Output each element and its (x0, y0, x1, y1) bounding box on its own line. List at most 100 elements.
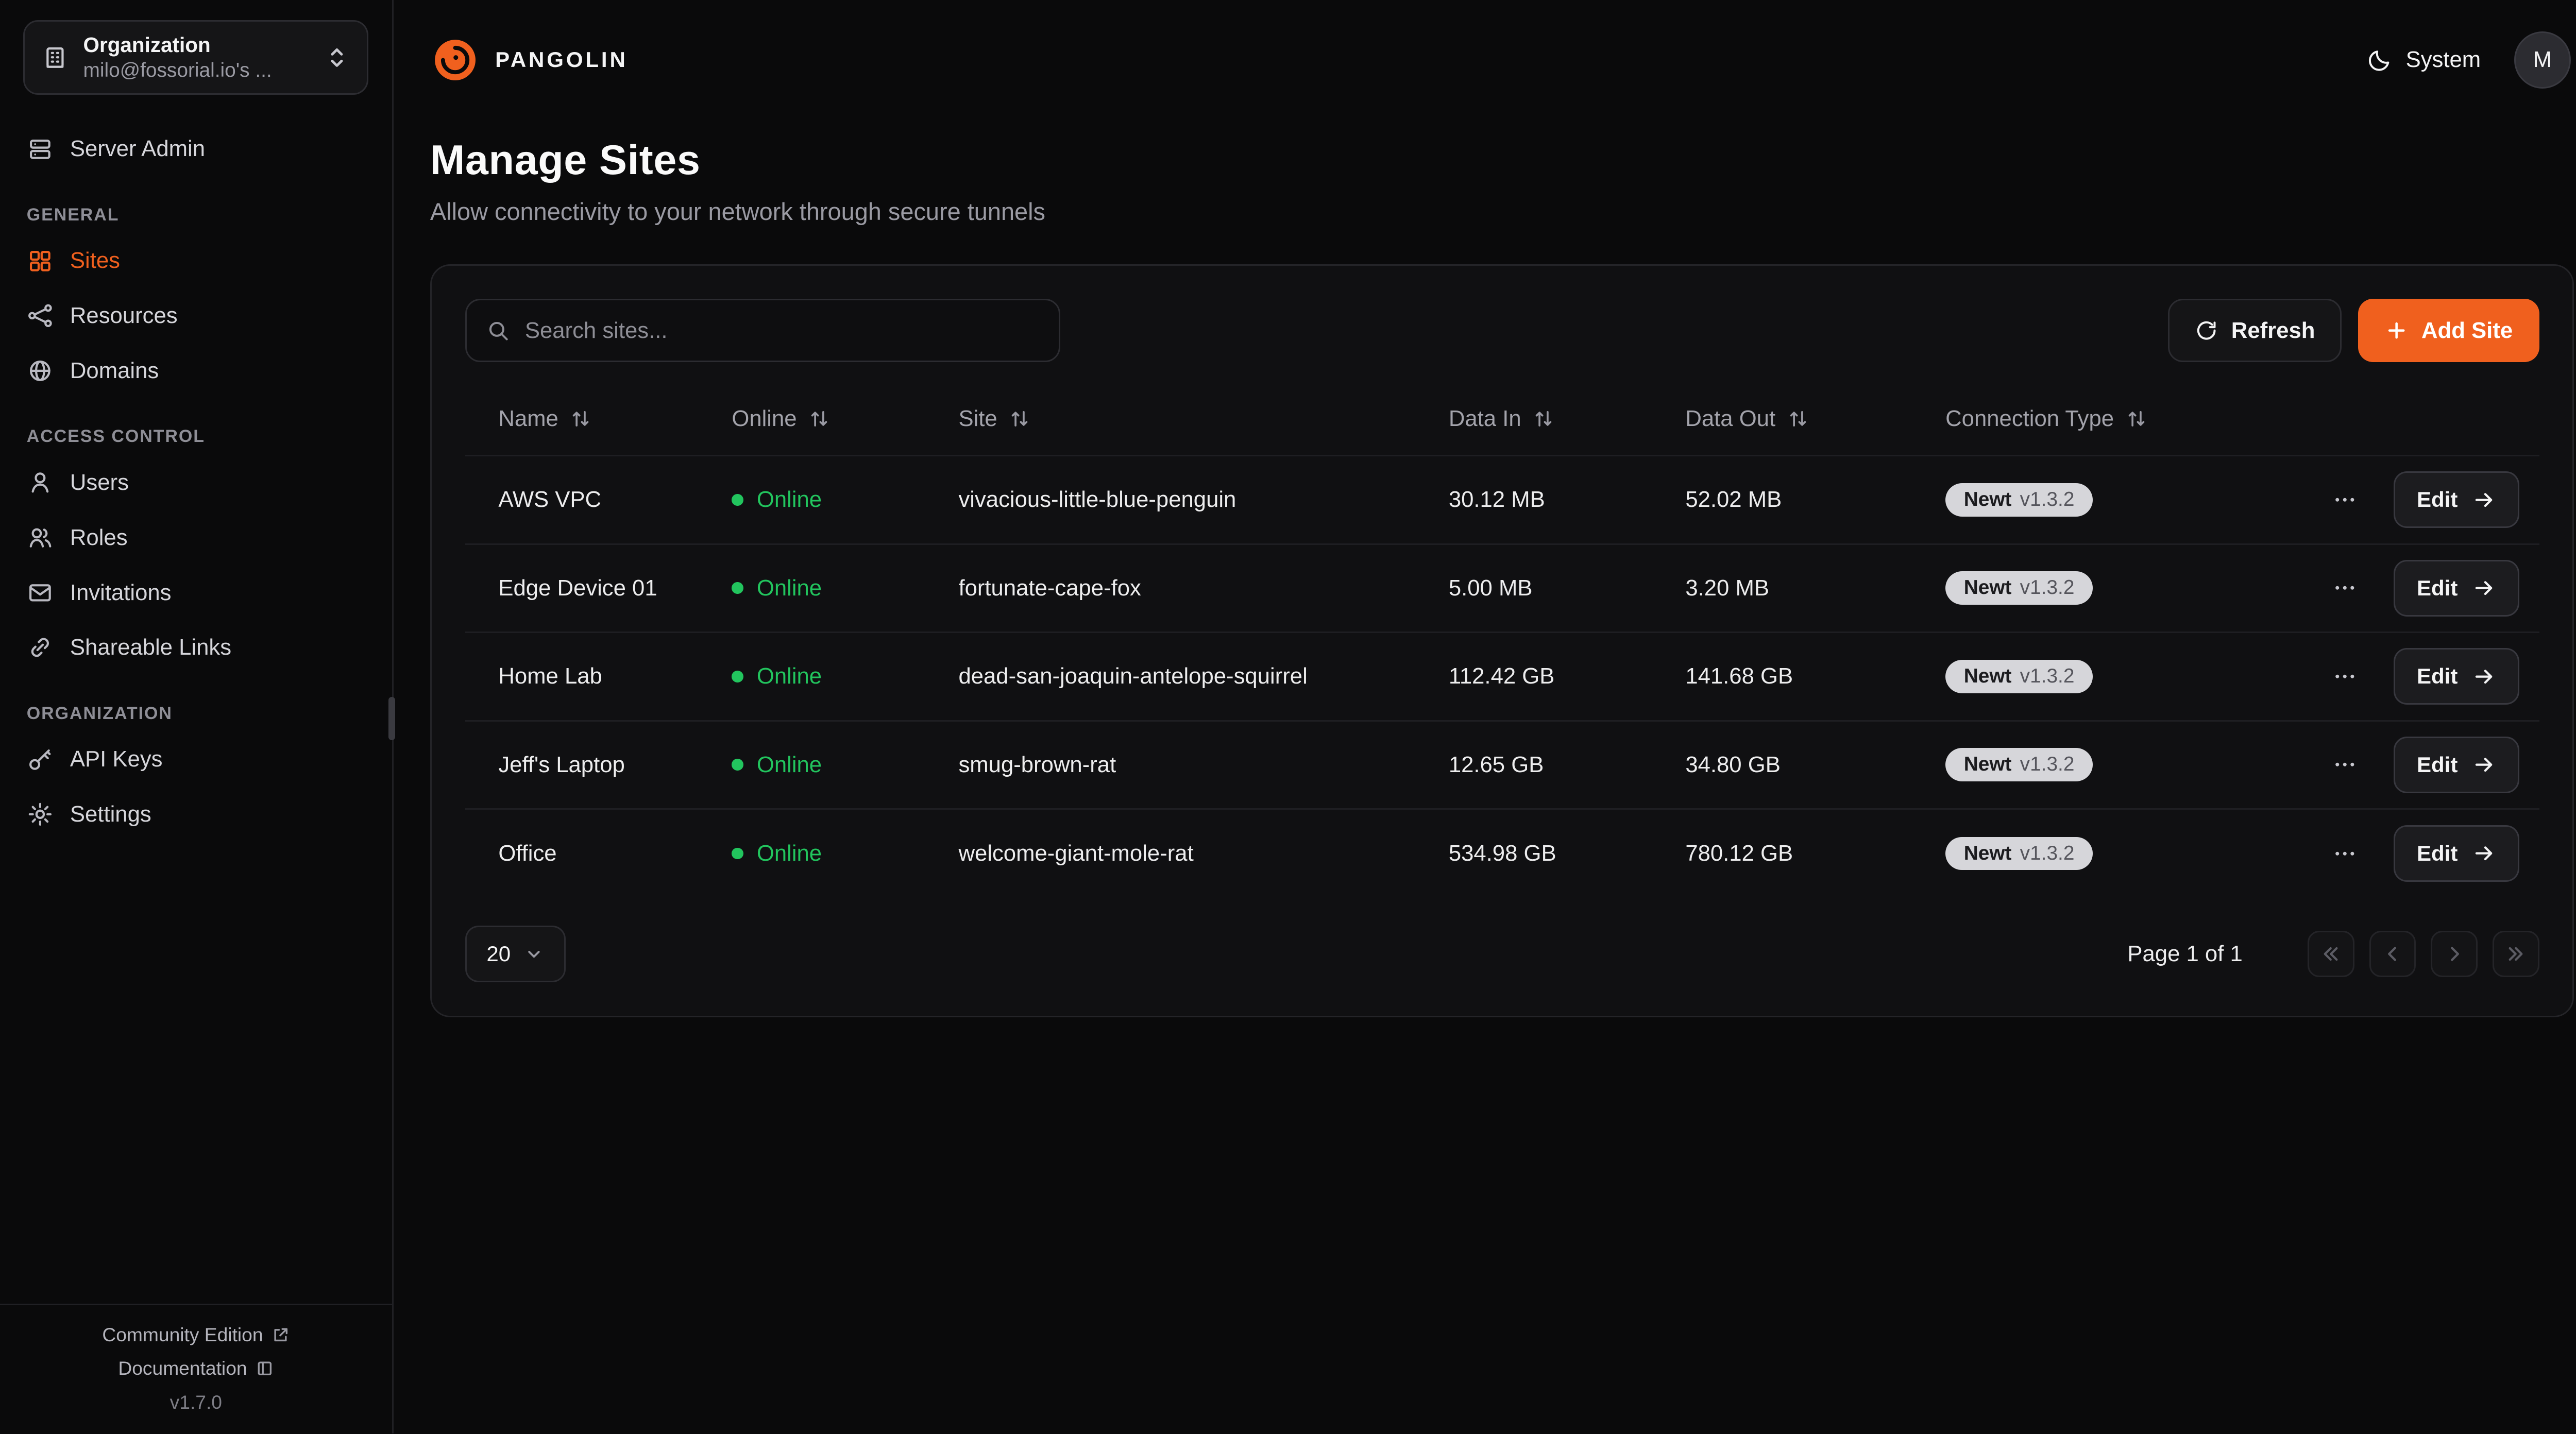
last-page-button[interactable] (2493, 930, 2539, 978)
table-row: Home Lab Online dead-san-joaquin-antelop… (465, 631, 2539, 721)
sidebar-item-invitations[interactable]: Invitations (27, 565, 365, 620)
table-row: Office Online welcome-giant-mole-rat 534… (465, 808, 2539, 898)
data-out-cell: 52.02 MB (1668, 455, 1929, 544)
section-label-access-control: ACCESS CONTROL (26, 426, 205, 447)
row-menu-button[interactable] (2329, 832, 2360, 875)
site-name-cell: Office (465, 808, 715, 898)
chevrons-up-down-icon (324, 44, 350, 71)
documentation-link[interactable]: Documentation (118, 1357, 274, 1379)
table-row: Edge Device 01 Online fortunate-cape-fox… (465, 543, 2539, 633)
sidebar-item-label: Invitations (70, 579, 172, 605)
server-icon (27, 136, 54, 163)
sidebar-item-resources[interactable]: Resources (27, 288, 365, 344)
site-name-cell: Home Lab (465, 631, 715, 721)
column-header-data-out: Data Out (1685, 405, 1776, 431)
column-header-name: Name (498, 405, 558, 431)
book-icon (256, 1359, 274, 1378)
connection-type-badge: Newt v1.3.2 (1945, 748, 2093, 782)
online-dot-icon (732, 582, 743, 594)
brand-name: PANGOLIN (495, 47, 628, 72)
data-in-cell: 5.00 MB (1432, 543, 1669, 633)
edit-label: Edit (2416, 487, 2458, 512)
connection-type-cell: Newt v1.3.2 (1928, 808, 2313, 898)
sort-name-button[interactable]: Name (498, 406, 591, 432)
sidebar-item-settings[interactable]: Settings (27, 787, 365, 842)
edit-button[interactable]: Edit (2393, 648, 2519, 705)
ellipsis-icon (2332, 487, 2358, 513)
edit-button[interactable]: Edit (2393, 736, 2519, 793)
online-status: Online (756, 752, 822, 777)
sort-data-in-button[interactable]: Data In (1449, 406, 1555, 432)
sidebar-item-api-keys[interactable]: API Keys (27, 732, 365, 787)
site-name-cell: AWS VPC (465, 455, 715, 544)
sidebar-item-roles[interactable]: Roles (27, 510, 365, 565)
next-page-button[interactable] (2431, 930, 2478, 978)
edit-label: Edit (2416, 841, 2458, 865)
mail-icon (27, 579, 54, 606)
sidebar-item-users[interactable]: Users (27, 455, 365, 510)
actions-cell: Edit (2312, 808, 2539, 898)
online-cell: Online (715, 808, 942, 898)
ellipsis-icon (2332, 752, 2358, 777)
theme-toggle[interactable]: System (2367, 47, 2481, 73)
sort-icon (1533, 408, 1554, 430)
online-status: Online (756, 487, 822, 513)
data-out-cell: 34.80 GB (1668, 720, 1929, 809)
connection-version: v1.3.2 (2020, 842, 2075, 864)
page-size-select[interactable]: 20 (465, 926, 566, 983)
brand[interactable]: PANGOLIN (430, 35, 628, 85)
first-page-button[interactable] (2307, 930, 2354, 978)
sidebar-resize-handle[interactable] (388, 696, 396, 740)
online-dot-icon (732, 759, 743, 771)
sidebar-nav: Server Admin GENERAL Sites Resources Do (0, 108, 392, 1304)
arrow-right-icon (2472, 576, 2496, 600)
ellipsis-icon (2332, 841, 2358, 866)
sites-table-body: AWS VPC Online vivacious-little-blue-pen… (465, 455, 2539, 898)
online-cell: Online (715, 543, 942, 633)
refresh-button[interactable]: Refresh (2168, 299, 2342, 363)
data-in-cell: 12.65 GB (1432, 720, 1669, 809)
search-icon (486, 319, 510, 342)
site-name-cell: Edge Device 01 (465, 543, 715, 633)
edit-button[interactable]: Edit (2393, 559, 2519, 617)
connection-type-badge: Newt v1.3.2 (1945, 659, 2093, 693)
row-menu-button[interactable] (2329, 743, 2360, 787)
actions-cell: Edit (2312, 455, 2539, 544)
sort-online-button[interactable]: Online (732, 406, 830, 432)
sidebar-item-sites[interactable]: Sites (27, 233, 365, 288)
actions-cell: Edit (2312, 720, 2539, 809)
key-icon (27, 746, 54, 773)
sidebar-item-shareable-links[interactable]: Shareable Links (27, 620, 365, 675)
row-menu-button[interactable] (2329, 655, 2360, 698)
section-label-organization: ORGANIZATION (26, 703, 173, 723)
org-picker[interactable]: Organization milo@fossorial.io's ... (23, 20, 369, 95)
topbar-right: System M (2367, 31, 2571, 89)
row-menu-button[interactable] (2329, 478, 2360, 521)
table-row: Jeff's Laptop Online smug-brown-rat 12.6… (465, 720, 2539, 809)
previous-page-button[interactable] (2369, 930, 2416, 978)
data-in-cell: 30.12 MB (1432, 455, 1669, 544)
site-slug-cell: vivacious-little-blue-penguin (942, 455, 1432, 544)
row-menu-button[interactable] (2329, 567, 2360, 610)
search-input[interactable] (524, 317, 1039, 344)
edit-button[interactable]: Edit (2393, 471, 2519, 528)
connection-type-badge: Newt v1.3.2 (1945, 571, 2093, 605)
community-edition-link[interactable]: Community Edition (102, 1324, 290, 1346)
users-icon (27, 524, 54, 551)
sort-connection-type-button[interactable]: Connection Type (1945, 406, 2147, 432)
page-size-value: 20 (486, 942, 511, 966)
add-site-button[interactable]: Add Site (2358, 299, 2539, 363)
avatar[interactable]: M (2514, 31, 2571, 89)
org-picker-subtitle: milo@fossorial.io's ... (83, 59, 272, 81)
edit-button[interactable]: Edit (2393, 825, 2519, 882)
sort-site-button[interactable]: Site (958, 406, 1030, 432)
connection-version: v1.3.2 (2020, 753, 2075, 776)
column-header-connection-type: Connection Type (1945, 405, 2114, 431)
sidebar-item-domains[interactable]: Domains (27, 344, 365, 399)
community-edition-label: Community Edition (102, 1323, 263, 1345)
sidebar-item-server-admin[interactable]: Server Admin (27, 122, 365, 177)
sidebar-item-label: Sites (70, 248, 120, 274)
connection-type-cell: Newt v1.3.2 (1928, 631, 2313, 721)
sort-data-out-button[interactable]: Data Out (1685, 406, 1808, 432)
connection-name: Newt (1963, 576, 2012, 599)
